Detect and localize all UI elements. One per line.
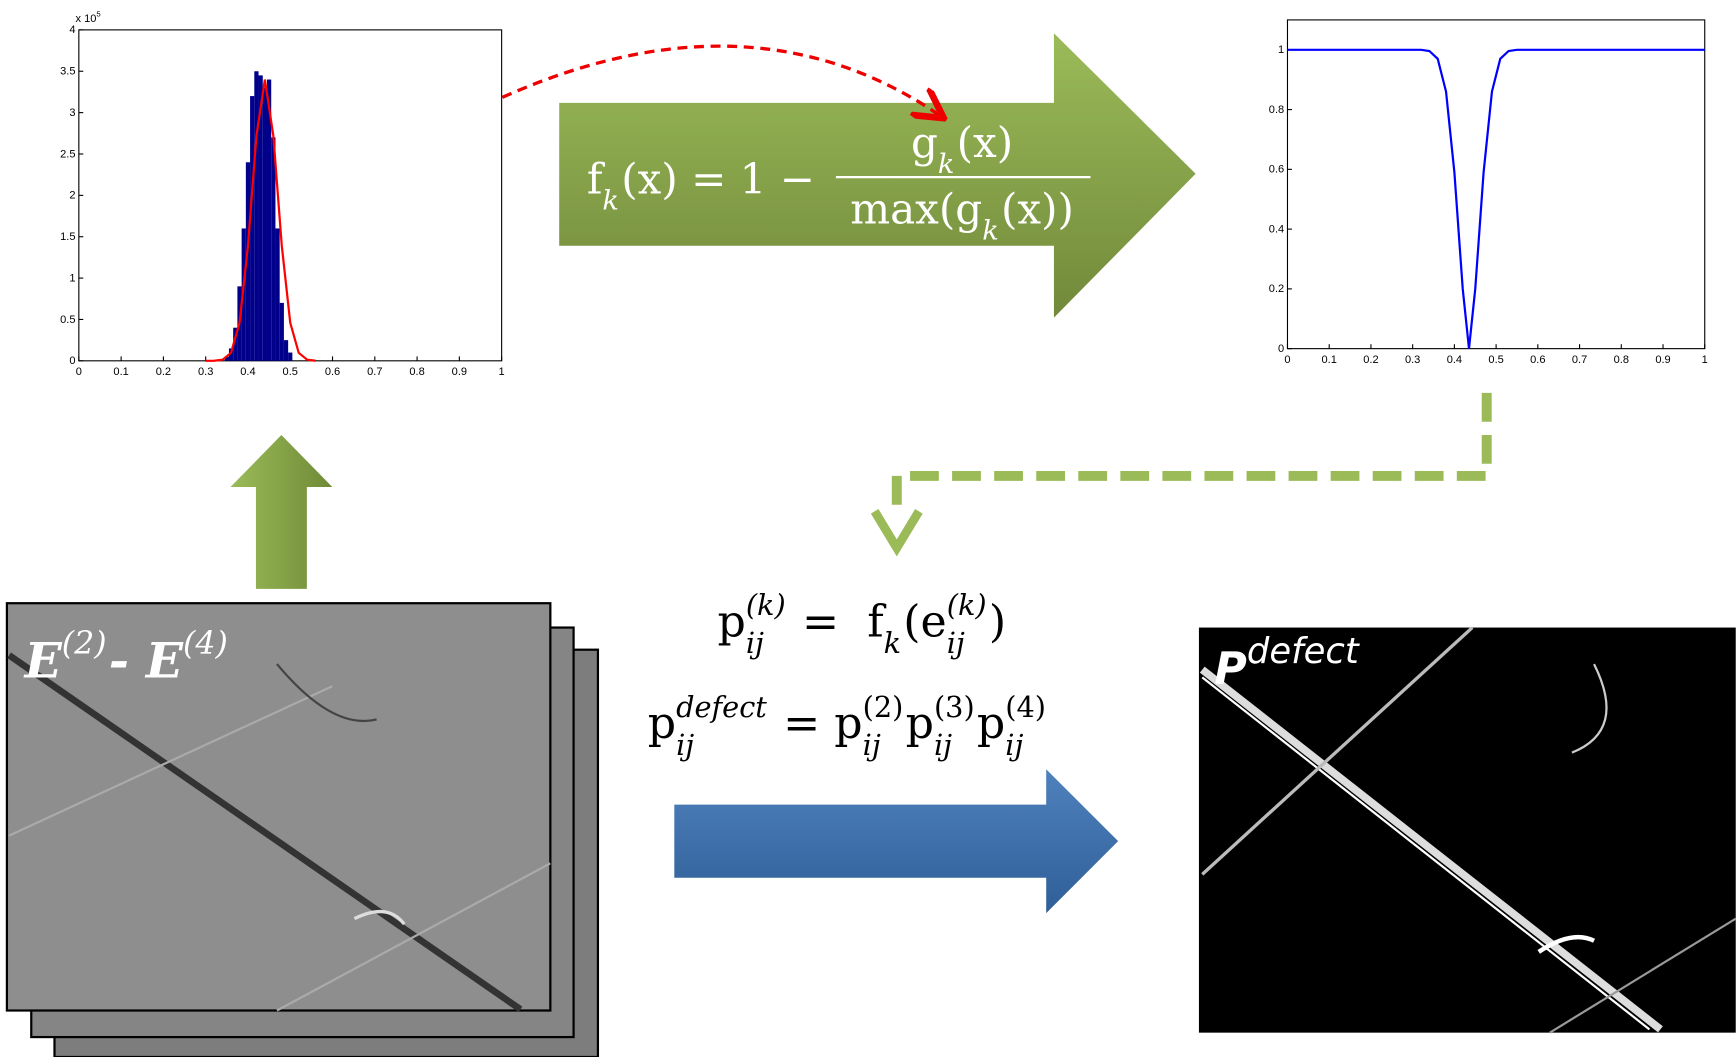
x-tick-label: 0.8: [409, 366, 424, 378]
y-tick-label: 1: [69, 272, 75, 284]
histogram-bar: [288, 353, 292, 361]
histogram-bar: [271, 137, 275, 360]
x-tick-label: 0.6: [1530, 354, 1545, 366]
formula-text: max(g: [850, 185, 982, 234]
x-tick-label: 0.3: [198, 366, 213, 378]
x-tick-label: 1: [499, 366, 505, 378]
formula-superscript: (k): [947, 588, 987, 622]
x-tick-label: 0.1: [113, 366, 128, 378]
chart: 0 0.1 0.2 0.3 0.4 0.5 0.6 0.7 0.8 0.9 1 0 0.2 0.4 0.6 0…: [1269, 20, 1708, 366]
formula-text: (x): [957, 118, 1014, 167]
formula-superscript: (k): [746, 588, 786, 622]
formula-text: - E: [109, 632, 184, 689]
green-dashed-arrowhead: [875, 511, 919, 548]
formula-subscript: ij: [746, 626, 764, 660]
formula-subscript: k: [602, 186, 619, 217]
x-tick-label: 0.2: [1363, 354, 1378, 366]
formula-text: = f: [788, 596, 887, 647]
up-arrow: [230, 435, 332, 589]
x-tick-label: 0.6: [325, 366, 340, 378]
formula-superscript: defect: [1247, 631, 1360, 672]
formula-subscript: ij: [863, 728, 881, 762]
y-multiplier: x 105: [76, 10, 101, 26]
y-tick-label: 0.6: [1269, 164, 1284, 176]
formula-text: (x) = 1 −: [621, 155, 815, 204]
x-tick-label: 0.4: [1447, 354, 1462, 366]
formula-subscript: ij: [1005, 728, 1023, 762]
y-tick-label: 3: [69, 107, 75, 119]
diagram: 0 0.1 0.2 0.3 0.4 0.5 0.6 0.7 0.8 0.9 1 0 0.5 1 1.5 2 2.…: [0, 0, 1736, 1057]
formula-text: p: [717, 596, 745, 647]
y-tick-label: 0.2: [1269, 283, 1284, 295]
formula-text: P: [1214, 644, 1246, 695]
histogram-bar: [284, 340, 288, 361]
x-tick-label: 0.5: [283, 366, 298, 378]
formula-subscript: ij: [934, 728, 952, 762]
formula-subscript: k: [938, 149, 955, 180]
y-tick-label: 1: [1278, 44, 1284, 56]
x-tick-label: 0.7: [367, 366, 382, 378]
green-dashed-connector: [897, 393, 1487, 511]
y-tick-label: 0.5: [60, 314, 75, 326]
formula-subscript: k: [982, 216, 999, 247]
blue-arrow: [674, 769, 1118, 913]
formula-superscript: (4): [1005, 690, 1046, 724]
formula-superscript: (3): [934, 690, 975, 724]
defect-image: [1199, 628, 1736, 1033]
histogram-bar: [263, 88, 267, 361]
formula-superscript: (2): [62, 626, 107, 662]
formula-text: p: [977, 698, 1005, 749]
x-tick-label: 0.2: [156, 366, 171, 378]
x-tick-label: 0.8: [1614, 354, 1629, 366]
formula-subscript: ij: [947, 626, 965, 660]
formula-text: (e: [903, 596, 946, 647]
formula-subscript: k: [884, 626, 901, 660]
histogram-bar: [250, 96, 254, 361]
x-tick-label: 0.1: [1322, 354, 1337, 366]
x-tick-label: 0.9: [1655, 354, 1670, 366]
formula-text: = p: [769, 698, 863, 749]
chart: 0 0.1 0.2 0.3 0.4 0.5 0.6 0.7 0.8 0.9 1 0 0.5 1 1.5 2 2.…: [60, 10, 505, 379]
histogram-bar: [280, 303, 284, 361]
formula-superscript: (4): [183, 626, 228, 662]
error-image-stack: [7, 603, 598, 1057]
x-tick-label: 0: [1284, 354, 1290, 366]
y-tick-label: 0: [69, 355, 75, 367]
x-tick-label: 0.4: [240, 366, 255, 378]
histogram-bar: [254, 71, 258, 361]
y-tick-label: 0.4: [1269, 223, 1284, 235]
y-tick-label: 0.8: [1269, 104, 1284, 116]
formula-text: p: [906, 698, 934, 749]
formula-text: (x)): [1001, 185, 1074, 234]
y-tick-label: 1.5: [60, 231, 75, 243]
y-tick-label: 0: [1278, 343, 1284, 355]
x-tick-label: 0.9: [452, 366, 467, 378]
y-tick-label: 4: [69, 24, 75, 36]
formula-text: E: [23, 632, 63, 689]
y-tick-label: 3.5: [60, 66, 75, 78]
x-tick-label: 0.7: [1572, 354, 1587, 366]
x-tick-label: 0: [76, 366, 82, 378]
formula-superscript: defect: [676, 690, 767, 724]
histogram-bar: [275, 228, 279, 360]
plot-frame: [1287, 20, 1704, 349]
x-tick-label: 1: [1702, 354, 1708, 366]
formula-text: p: [648, 698, 676, 749]
formula-text: ): [989, 596, 1006, 647]
formula-subscript: ij: [676, 728, 694, 762]
x-tick-label: 0.5: [1488, 354, 1503, 366]
y-tick-label: 2.5: [60, 148, 75, 160]
x-tick-label: 0.3: [1405, 354, 1420, 366]
plot-frame: [79, 30, 502, 361]
formula-superscript: (2): [863, 690, 904, 724]
formula-text: g: [911, 118, 938, 167]
y-tick-label: 2: [69, 190, 75, 202]
